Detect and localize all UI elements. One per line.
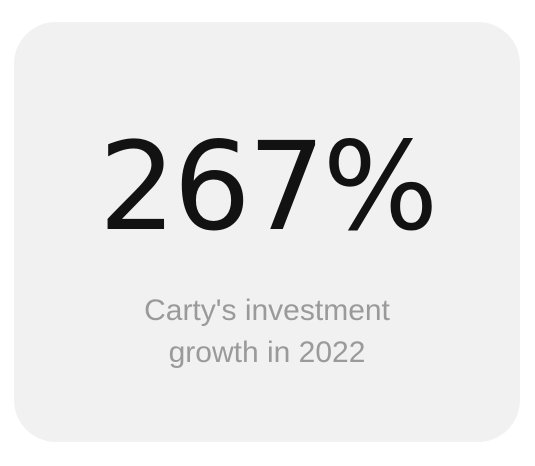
stat-card: 267% Carty's investment growth in 2022: [14, 22, 520, 442]
stat-caption-line-2: growth in 2022: [168, 336, 366, 369]
stat-caption: Carty's investment growth in 2022: [14, 290, 520, 374]
stat-caption-line-1: Carty's investment: [144, 294, 390, 327]
stat-value: 267%: [98, 116, 439, 258]
